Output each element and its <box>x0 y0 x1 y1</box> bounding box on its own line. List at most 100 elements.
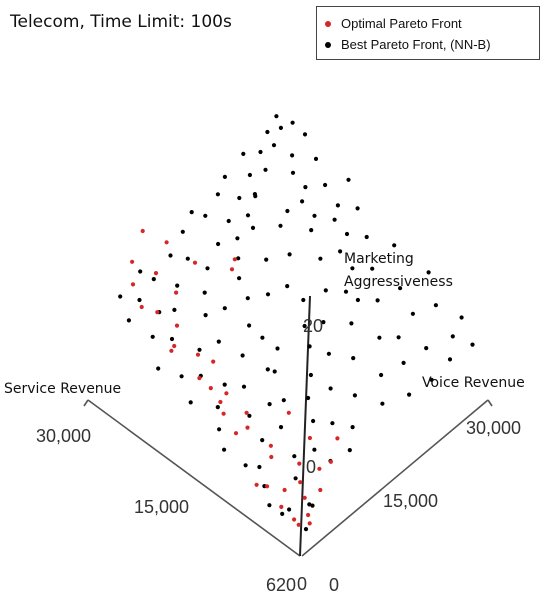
best-point-93 <box>352 393 357 398</box>
best-point-15 <box>215 405 220 410</box>
optimal-point-37 <box>130 259 135 264</box>
best-point-121 <box>335 203 340 208</box>
best-point-42 <box>205 266 210 271</box>
optimal-point-30 <box>174 323 180 328</box>
points-layer <box>118 114 475 532</box>
best-point-134 <box>250 225 256 230</box>
best-point-35 <box>245 296 250 301</box>
optimal-point-24 <box>208 386 213 391</box>
best-point-30 <box>247 323 252 328</box>
best-point-112 <box>450 334 455 339</box>
best-point-54 <box>203 213 208 218</box>
best-point-130 <box>265 292 271 297</box>
legend-label-best: Best Pareto Front, (NN-B) <box>341 37 491 52</box>
best-point-87 <box>290 170 296 175</box>
best-point-99 <box>370 266 375 271</box>
best-point-127 <box>303 185 308 190</box>
best-point-92 <box>351 356 356 361</box>
chart-title: Telecom, Time Limit: 100s <box>10 12 232 32</box>
best-point-83 <box>323 288 328 293</box>
optimal-point-41 <box>232 257 237 262</box>
best-point-82 <box>321 320 326 325</box>
best-point-123 <box>350 266 355 271</box>
best-point-88 <box>332 217 337 222</box>
best-point-111 <box>429 377 434 382</box>
optimal-point-14 <box>317 466 322 471</box>
best-point-0 <box>303 527 309 532</box>
optimal-point-1 <box>279 504 284 509</box>
best-point-40 <box>237 276 242 281</box>
best-point-50 <box>168 253 173 258</box>
best-point-97 <box>377 335 382 340</box>
optimal-point-31 <box>169 348 174 353</box>
optimal-point-27 <box>197 376 202 381</box>
voice-tick-0: 0 <box>329 575 340 595</box>
best-point-95 <box>347 448 352 453</box>
best-point-133 <box>267 402 272 407</box>
legend-entry-optimal: Optimal Pareto Front <box>325 16 462 31</box>
best-point-24 <box>240 353 245 358</box>
best-point-84 <box>318 256 323 261</box>
optimal-point-9 <box>298 480 303 485</box>
best-point-16 <box>243 463 248 468</box>
service-tick-620: 620 <box>266 575 297 595</box>
marketing-tick-20: 20 <box>303 316 324 336</box>
best-point-9 <box>292 454 297 459</box>
optimal-point-10 <box>318 487 323 493</box>
optimal-point-23 <box>224 391 229 396</box>
best-point-33 <box>222 306 227 311</box>
marketing-tick-0-origin: 0 <box>297 574 308 594</box>
best-point-28 <box>216 339 221 344</box>
best-point-39 <box>175 283 180 288</box>
voice-revenue-label: Voice Revenue <box>422 375 525 391</box>
service-tick-30000: 30,000 <box>36 426 92 446</box>
best-point-55 <box>237 195 242 201</box>
optimal-point-21 <box>244 410 249 415</box>
best-point-79 <box>330 421 335 426</box>
legend-symbol-black-dot <box>325 41 331 48</box>
best-point-100 <box>364 234 369 240</box>
best-point-135 <box>253 194 258 199</box>
best-point-18 <box>241 384 247 389</box>
best-point-94 <box>350 425 355 430</box>
best-point-68 <box>278 223 283 228</box>
optimal-point-12 <box>297 461 302 466</box>
marketing-label-line2: Aggressiveness <box>344 274 453 290</box>
best-point-120 <box>302 132 308 137</box>
legend-entry-best: Best Pareto Front, (NN-B) <box>325 37 491 52</box>
optimal-point-29 <box>172 343 177 349</box>
best-point-53 <box>245 213 251 218</box>
best-point-114 <box>426 270 431 275</box>
legend: Optimal Pareto Front Best Pareto Front, … <box>316 6 540 60</box>
best-point-27 <box>156 366 161 371</box>
best-point-2 <box>267 503 272 508</box>
best-point-108 <box>410 311 415 316</box>
best-point-69 <box>287 252 292 257</box>
best-point-122 <box>344 231 350 237</box>
best-point-19 <box>188 400 193 405</box>
best-point-52 <box>180 229 185 234</box>
best-point-58 <box>215 192 220 197</box>
best-point-73 <box>307 344 312 349</box>
best-point-74 <box>308 372 313 378</box>
best-point-5 <box>280 511 285 516</box>
best-point-110 <box>424 346 429 351</box>
best-point-3 <box>310 503 315 508</box>
voice-tick-15000: 15,000 <box>383 491 439 511</box>
best-point-124 <box>355 297 360 303</box>
best-point-23 <box>179 374 184 379</box>
best-point-119 <box>313 156 319 161</box>
optimal-point-40 <box>140 228 145 234</box>
best-point-109 <box>407 392 412 397</box>
best-point-29 <box>169 336 175 342</box>
best-point-113 <box>433 303 438 308</box>
best-point-98 <box>375 298 380 303</box>
optimal-point-6 <box>302 495 307 500</box>
best-point-90 <box>343 289 349 294</box>
best-point-125 <box>290 153 295 158</box>
best-point-60 <box>222 174 227 179</box>
optimal-point-18 <box>286 410 291 415</box>
optimal-point-28 <box>195 352 201 357</box>
best-point-136 <box>285 208 290 214</box>
